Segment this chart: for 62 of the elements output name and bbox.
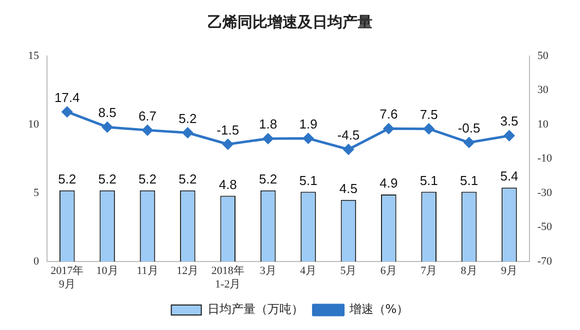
y2-tick-label: 10 — [537, 118, 549, 130]
data-label: 5.4 — [500, 168, 518, 184]
legend-label: 日均产量（万吨） — [207, 302, 304, 316]
data-label: 4.5 — [339, 181, 358, 196]
y2-tick-label: -10 — [537, 152, 552, 165]
x-tick-label: 11月 — [136, 265, 158, 278]
data-label: 4.9 — [380, 176, 398, 191]
x-tick-label: 2017年 9月 — [50, 265, 84, 290]
data-label: -4.5 — [337, 127, 360, 142]
data-label: 8.5 — [98, 105, 116, 120]
point — [62, 106, 72, 118]
point — [504, 130, 514, 141]
data-label: 17.4 — [54, 90, 80, 105]
y2-tick-label: -30 — [537, 186, 552, 199]
x-tick-label: 7月 — [420, 265, 438, 278]
x-tick-label: 2018年 1-2月 — [211, 265, 244, 290]
data-label: 3.5 — [500, 114, 518, 129]
point — [222, 138, 234, 150]
point — [383, 123, 394, 134]
data-label: 6.7 — [138, 108, 157, 124]
point — [343, 144, 354, 155]
x-tick-label: 3月 — [260, 265, 276, 278]
chart-title: 乙烯同比增速及日均产量 — [208, 12, 372, 31]
x-tick-label: 12月 — [176, 265, 199, 278]
data-label: 5.2 — [178, 110, 197, 126]
x-tick-label: 5月 — [340, 265, 357, 278]
y2-tick-label: 50 — [537, 50, 549, 62]
data-label: 5.1 — [299, 172, 318, 188]
data-label: 5.2 — [178, 171, 197, 186]
data-label: 5.2 — [259, 171, 278, 186]
data-label: 7.5 — [420, 106, 438, 122]
point — [142, 124, 153, 136]
data-label: -1.5 — [216, 122, 240, 138]
point — [262, 133, 274, 144]
y-tick-label: 15 — [28, 50, 40, 62]
x-tick-label: 6月 — [380, 265, 397, 278]
point — [303, 133, 314, 144]
data-label: 5.1 — [460, 172, 478, 188]
y-tick-label: 5 — [34, 186, 40, 199]
data-label: 7.6 — [380, 106, 398, 122]
y2-tick-label: -70 — [537, 255, 552, 268]
y2-tick-label: -50 — [537, 221, 552, 234]
data-label: 5.2 — [138, 171, 157, 186]
data-label: 1.8 — [259, 116, 278, 132]
data-label: 5.2 — [58, 171, 76, 186]
x-tick-label: 10月 — [96, 265, 118, 278]
point — [464, 137, 474, 148]
data-label: 1.9 — [299, 116, 318, 132]
data-label: 5.1 — [420, 172, 438, 188]
y2-tick-label: 30 — [537, 84, 549, 96]
data-label: 5.2 — [98, 171, 116, 186]
y-tick-label: 10 — [28, 118, 40, 130]
x-tick-label: 8月 — [460, 265, 478, 278]
point — [182, 128, 193, 138]
x-tick-label: 4月 — [300, 265, 317, 278]
legend-label: 增速（%） — [348, 302, 409, 316]
x-tick-label: 9月 — [500, 265, 518, 278]
point — [424, 124, 434, 134]
y-tick-label: 0 — [34, 255, 40, 268]
point — [102, 122, 113, 132]
data-label: 4.8 — [218, 176, 237, 192]
data-label: -0.5 — [458, 120, 480, 136]
